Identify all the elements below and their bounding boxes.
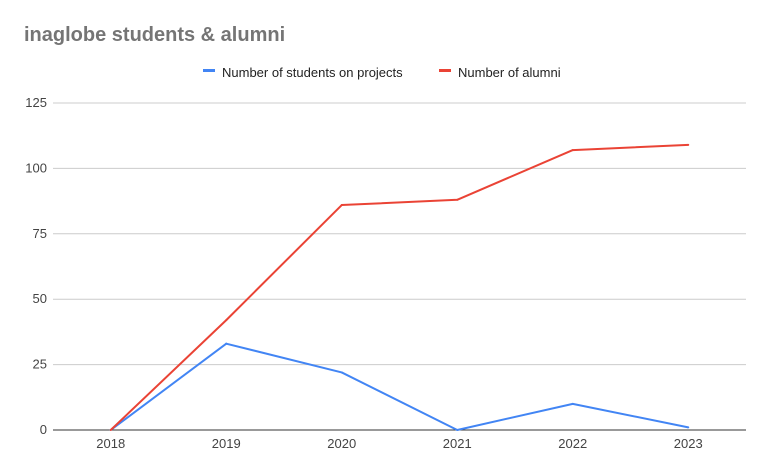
x-tick-label: 2021 — [443, 436, 472, 451]
data-point — [109, 429, 112, 431]
chart-title: inaglobe students & alumni — [24, 24, 286, 46]
x-tick-label: 2019 — [212, 436, 241, 451]
data-point — [456, 429, 459, 431]
data-point — [340, 204, 343, 207]
legend-swatch — [439, 69, 451, 72]
x-tick-label: 2018 — [96, 436, 125, 451]
data-point — [687, 426, 690, 429]
data-point — [340, 371, 343, 374]
y-tick-label: 50 — [33, 291, 47, 306]
y-tick-label: 75 — [33, 226, 47, 241]
x-tick-label: 2023 — [674, 436, 703, 451]
data-point — [571, 149, 574, 152]
data-point — [456, 198, 459, 201]
y-tick-label: 25 — [33, 357, 47, 372]
data-point — [571, 402, 574, 405]
x-tick-label: 2022 — [558, 436, 587, 451]
y-tick-label: 100 — [25, 160, 47, 175]
legend-label: Number of alumni — [458, 65, 561, 80]
data-point — [687, 143, 690, 146]
data-point — [225, 342, 228, 345]
y-tick-label: 125 — [25, 95, 47, 110]
x-tick-label: 2020 — [327, 436, 356, 451]
series-line-1 — [110, 143, 689, 431]
legend-swatch — [203, 69, 215, 72]
legend-label: Number of students on projects — [222, 65, 403, 80]
series-line-0 — [110, 342, 689, 431]
data-point — [225, 319, 228, 322]
y-tick-label: 0 — [40, 422, 47, 437]
